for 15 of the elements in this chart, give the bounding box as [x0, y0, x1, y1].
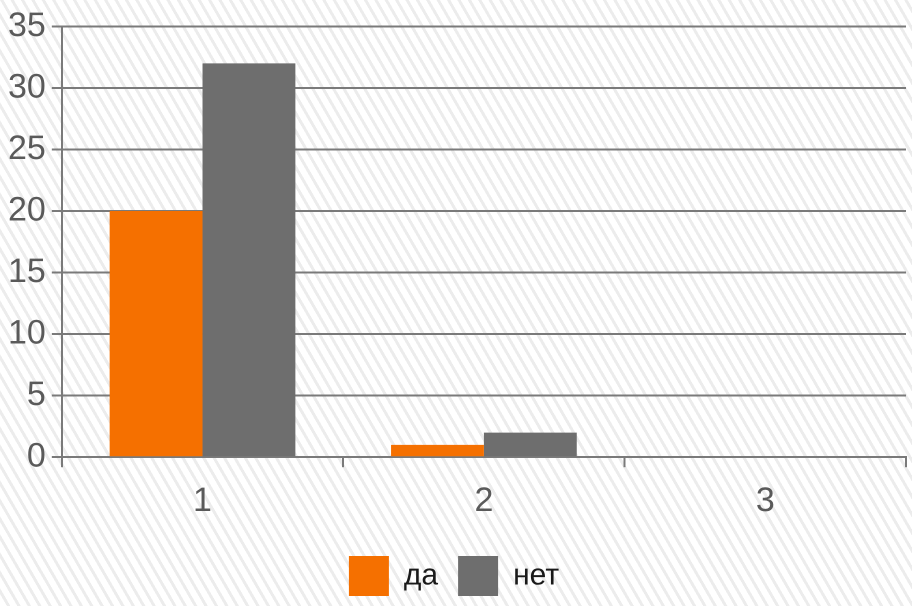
x-tick-label: 2 [474, 480, 494, 519]
y-tick-label: 5 [26, 375, 46, 414]
y-tick-label: 35 [8, 6, 46, 44]
legend-label: да [404, 558, 438, 592]
y-tick-label: 20 [8, 190, 46, 228]
x-tick-label: 3 [756, 480, 775, 519]
y-tick-label: 0 [26, 436, 46, 475]
y-tick-label: 25 [8, 128, 46, 167]
x-tick-label: 1 [193, 480, 212, 519]
y-tick-label: 10 [8, 313, 46, 352]
bar [110, 211, 203, 456]
bar [391, 444, 484, 456]
legend-label: нет [513, 558, 560, 592]
y-tick-label: 15 [8, 252, 46, 290]
y-tick-label: 30 [8, 67, 46, 106]
